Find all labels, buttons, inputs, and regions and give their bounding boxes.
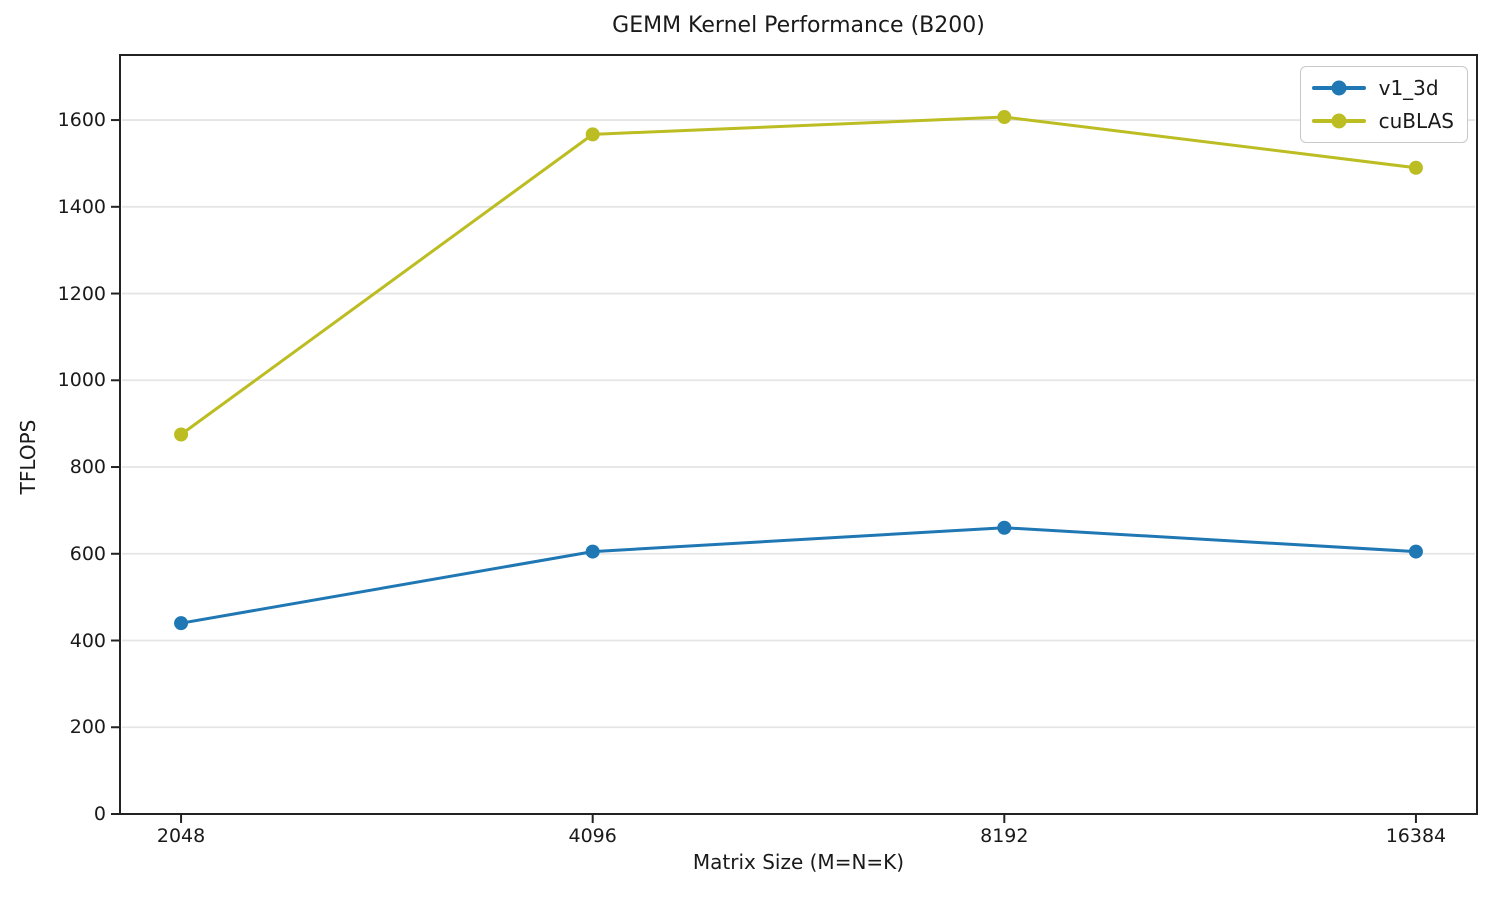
plot-area: v1_3d cuBLAS xyxy=(119,54,1478,815)
legend-marker-dot xyxy=(1331,80,1347,96)
legend-item-cuBLAS: cuBLAS xyxy=(1311,108,1454,134)
y-tick-label-400: 400 xyxy=(69,629,106,652)
x-tick-label-4096: 4096 xyxy=(568,825,617,847)
legend: v1_3d cuBLAS xyxy=(1299,66,1468,143)
x-tick-label-16384: 16384 xyxy=(1385,825,1447,847)
y-tick-label-1600: 1600 xyxy=(57,109,106,132)
y-tick-label-200: 200 xyxy=(69,716,106,739)
chart-title: GEMM Kernel Performance (B200) xyxy=(612,13,985,38)
y-tick-label-1200: 1200 xyxy=(57,282,106,305)
x-tick-label-8192: 8192 xyxy=(980,825,1029,847)
x-axis-label: Matrix Size (M=N=K) xyxy=(692,850,905,874)
legend-line-marker-icon xyxy=(1311,80,1366,96)
y-tick-label-800: 800 xyxy=(69,456,106,479)
x-tick-label-2048: 2048 xyxy=(156,825,206,847)
legend-marker-dot xyxy=(1331,113,1347,129)
legend-label-v1_3d: v1_3d xyxy=(1378,76,1439,100)
y-axis-label: TFLOPS xyxy=(16,419,40,495)
legend-line-marker-icon xyxy=(1311,113,1366,129)
legend-label-cuBLAS: cuBLAS xyxy=(1378,109,1454,133)
legend-item-v1_3d: v1_3d xyxy=(1311,75,1454,101)
y-tick-label-600: 600 xyxy=(69,542,106,565)
y-tick-label-1000: 1000 xyxy=(57,369,106,392)
y-tick-label-0: 0 xyxy=(93,803,106,825)
y-tick-label-1400: 1400 xyxy=(57,195,106,218)
